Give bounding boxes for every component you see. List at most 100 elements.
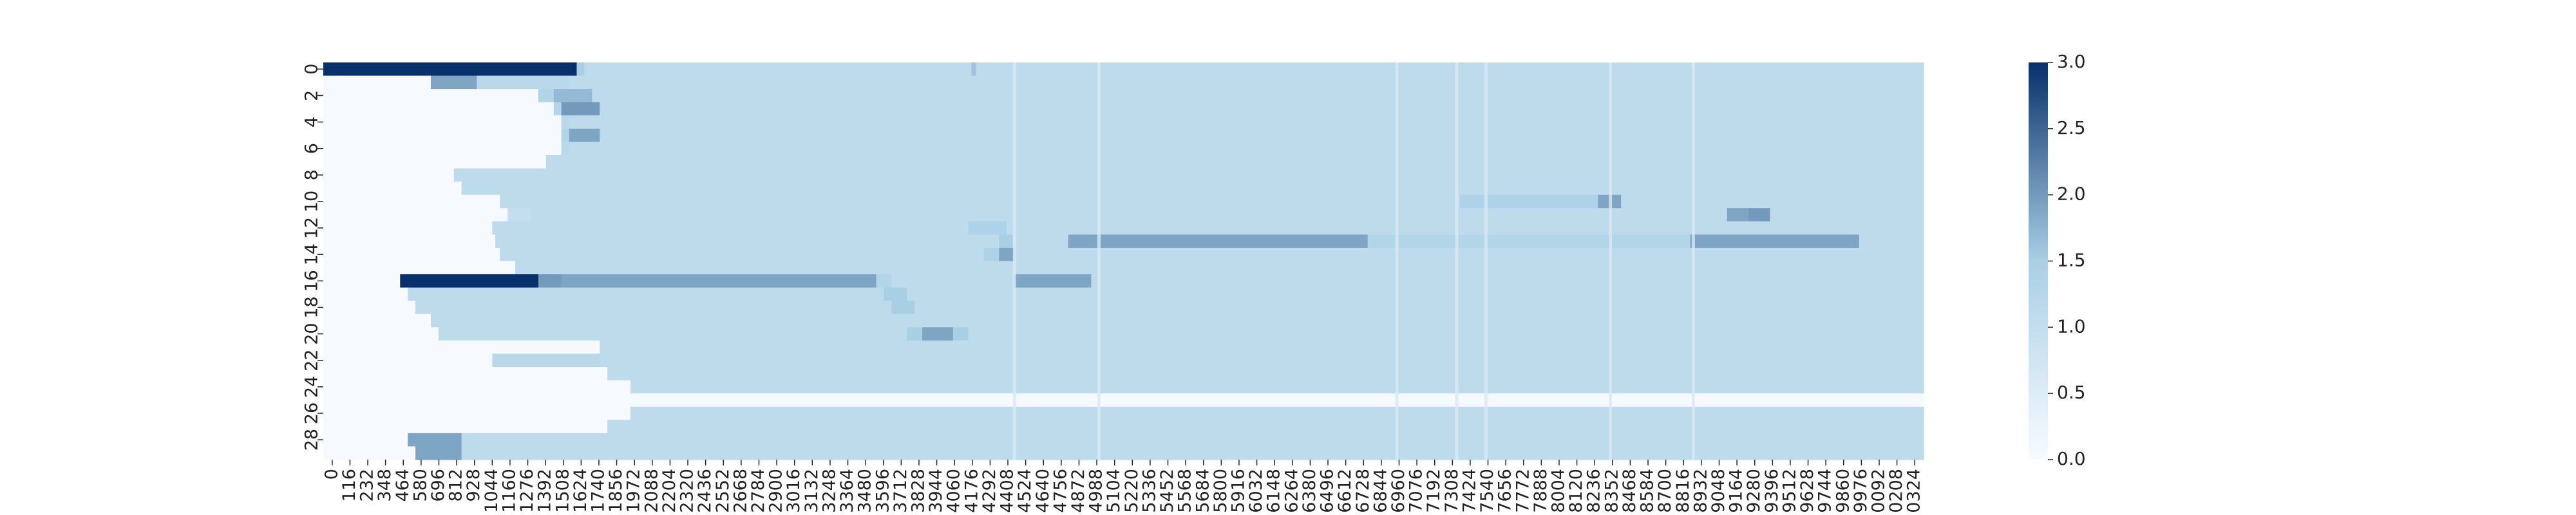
heatmap-cell: [408, 287, 885, 301]
x-tick-label: 4176: [961, 469, 981, 513]
x-tick-label: 3016: [784, 469, 804, 513]
heatmap-cell: [569, 142, 1924, 156]
heatmap-cell: [323, 393, 1924, 407]
heatmap-row: [323, 208, 1924, 222]
x-tick-label: 2668: [730, 469, 750, 513]
x-axis: 0116232348464580696812928104411601276139…: [321, 460, 1924, 513]
x-tick-label: 1160: [499, 469, 519, 513]
heatmap-cell: [553, 102, 562, 116]
x-tick-label: 1508: [553, 469, 573, 513]
x-tick-label: 5336: [1139, 469, 1159, 513]
heatmap-cell: [323, 287, 408, 301]
heatmap-cell: [561, 274, 877, 288]
heatmap-cell: [453, 168, 1924, 182]
x-tick-label: 348: [375, 469, 395, 502]
heatmap-cell: [569, 75, 1924, 89]
x-tick-label: 1392: [535, 469, 555, 513]
y-tick-label: 14: [302, 243, 322, 265]
x-tick-label: 7308: [1442, 469, 1462, 513]
x-tick-label: 4988: [1086, 469, 1106, 513]
heatmap-cell: [884, 287, 907, 301]
heatmap-cell: [323, 208, 508, 222]
y-tick-label: 0: [302, 64, 322, 75]
heatmap-cell: [1014, 274, 1092, 288]
heatmap-cell: [430, 314, 1924, 328]
x-tick-label: 1044: [482, 469, 502, 513]
x-tick-label: 4872: [1068, 469, 1088, 513]
x-tick-label: 9744: [1815, 469, 1835, 513]
heatmap-cell: [561, 102, 600, 116]
x-tick-label: 2088: [641, 469, 661, 513]
x-tick-label: 5684: [1193, 469, 1213, 513]
heatmap-column-gap: [1012, 62, 1016, 460]
heatmap-cell: [630, 380, 1924, 394]
heatmap-row: [323, 128, 1924, 142]
heatmap-cell: [438, 327, 907, 341]
heatmap-cell: [1091, 274, 1924, 288]
x-tick-label: 8352: [1602, 469, 1622, 513]
x-tick-label: 8236: [1584, 469, 1604, 513]
heatmap-cell: [323, 301, 416, 315]
heatmap-column-gap: [1455, 62, 1459, 460]
x-tick-label: 7076: [1406, 469, 1426, 513]
colorbar-tick-label: 1.0: [2057, 315, 2086, 337]
heatmap-row: [323, 393, 1924, 407]
heatmap-cell: [999, 234, 1015, 248]
heatmap-column-gap: [1097, 62, 1101, 460]
y-tick-label: 12: [302, 217, 322, 239]
y-tick-label: 22: [302, 350, 322, 371]
heatmap-area: [323, 62, 1924, 460]
heatmap-row: [323, 168, 1924, 182]
x-tick-label: 232: [357, 469, 377, 502]
heatmap-cell: [1748, 208, 1771, 222]
y-tick-label: 8: [302, 169, 322, 180]
colorbar-tick-label: 2.5: [2057, 117, 2086, 138]
heatmap-cell: [323, 102, 554, 116]
heatmap-cell: [907, 287, 1924, 301]
x-tick-label: 5800: [1211, 469, 1231, 513]
heatmap-cell: [1727, 208, 1749, 222]
heatmap-cell: [461, 433, 1924, 447]
colorbar-gradient: [2029, 62, 2048, 460]
x-tick-label: 3828: [908, 469, 928, 513]
heatmap-row: [323, 247, 1924, 262]
heatmap-cell: [323, 182, 462, 196]
x-tick-label: 2552: [713, 469, 733, 513]
heatmap-cell: [538, 89, 554, 103]
x-tick-label: 9512: [1779, 469, 1799, 513]
y-tick-label: 6: [302, 143, 322, 154]
x-tick-label: 0092: [1868, 469, 1888, 513]
heatmap-row: [323, 446, 1924, 460]
heatmap-cell: [1459, 194, 1599, 209]
heatmap-cell: [323, 234, 496, 248]
x-tick-label: 6148: [1264, 469, 1284, 513]
heatmap-cell: [607, 420, 1924, 434]
x-tick-label: 1856: [606, 469, 626, 513]
y-tick-label: 16: [302, 270, 322, 292]
heatmap-cell: [600, 128, 1924, 142]
x-tick-label: 6844: [1370, 469, 1390, 513]
heatmap-cell: [415, 446, 462, 460]
y-tick-label: 26: [302, 402, 322, 424]
heatmap-cell: [592, 89, 1924, 103]
x-tick-label: 8468: [1620, 469, 1640, 513]
heatmap-cell: [323, 194, 500, 209]
heatmap-row: [323, 353, 1924, 368]
heatmap-cell: [1859, 234, 1924, 248]
heatmap-column-gap: [1395, 62, 1399, 460]
heatmap-cell: [323, 89, 539, 103]
heatmap-cell: [600, 340, 1924, 355]
heatmap-cell: [477, 75, 570, 89]
heatmap-row: [323, 154, 1924, 169]
x-tick-label: 2204: [659, 469, 679, 513]
heatmap-cell: [415, 301, 892, 315]
x-tick-label: 6496: [1318, 469, 1338, 513]
x-tick-label: 6728: [1353, 469, 1373, 513]
heatmap-cell: [891, 301, 915, 315]
heatmap-row: [323, 234, 1924, 248]
x-tick-label: 9280: [1744, 469, 1764, 513]
x-tick-label: 9976: [1851, 469, 1871, 513]
heatmap-cell: [495, 234, 999, 248]
x-tick-label: 0324: [1904, 469, 1924, 513]
heatmap-row: [323, 433, 1924, 447]
